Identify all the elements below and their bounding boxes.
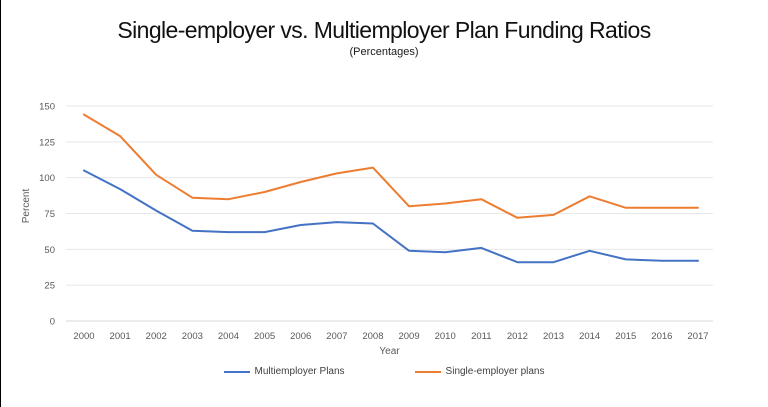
x-tick-label: 2015 [615, 331, 636, 342]
chart-subtitle: (Percentages) [349, 46, 419, 58]
x-tick-label: 2008 [362, 331, 383, 342]
y-tick-label: 0 [50, 317, 55, 328]
x-tick-label: 2017 [687, 331, 708, 342]
x-tick-label: 2011 [471, 331, 491, 342]
y-tick-label: 50 [44, 245, 55, 256]
x-tick-label: 2007 [326, 331, 347, 342]
chart-title: Single-employer vs. Multiemployer Plan F… [117, 17, 651, 43]
x-tick-label: 2012 [507, 331, 528, 342]
legend-entry-multiemployer: Multiemployer Plans [223, 366, 345, 377]
series-line-single-employer-plans [83, 113, 699, 219]
x-tick-label: 2010 [435, 331, 456, 342]
y-tick-label: 75 [44, 209, 55, 220]
x-tick-label: 2009 [398, 331, 419, 342]
x-tick-label: 2014 [579, 331, 600, 342]
y-tick-label: 100 [39, 173, 55, 184]
x-tick-label: 2016 [651, 331, 672, 342]
y-tick-label: 25 [44, 281, 55, 292]
x-axis-title: Year [379, 346, 400, 357]
left-edge-line [0, 0, 1, 407]
legend-line-swatch-orange [414, 370, 441, 373]
x-tick-label: 2002 [146, 331, 167, 342]
y-tick-label: 150 [39, 102, 55, 113]
x-tick-label: 2001 [110, 331, 131, 342]
y-tick-label: 125 [39, 137, 55, 148]
x-tick-label: 2006 [290, 331, 311, 342]
x-tick-label: 2003 [182, 331, 203, 342]
legend-line-swatch-blue [223, 370, 250, 373]
legend-label: Single-employer plans [445, 366, 545, 377]
y-axis-title: Percent [21, 188, 32, 224]
legend-label: Multiemployer Plans [254, 366, 345, 377]
legend-entry-single-employer: Single-employer plans [414, 366, 545, 377]
x-tick-label: 2005 [254, 331, 275, 342]
series-line-multiemployer-plans [83, 169, 699, 264]
x-tick-label: 2004 [218, 331, 239, 342]
chart-legend: Multiemployer Plans Single-employer plan… [0, 366, 768, 377]
x-tick-label: 2000 [73, 331, 94, 342]
x-tick-label: 2013 [543, 331, 564, 342]
